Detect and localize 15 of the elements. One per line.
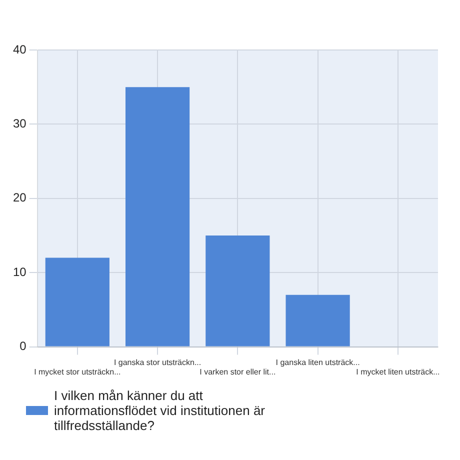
bar [286, 294, 350, 346]
y-tick-label: 20 [12, 190, 27, 205]
x-tick-label: I ganska stor utsträckn... [114, 358, 202, 367]
bar [125, 87, 190, 346]
bar [206, 236, 270, 346]
y-tick-label: 0 [20, 339, 27, 354]
x-tick-label: I mycket stor utsträckn... [34, 367, 121, 376]
legend-label: I vilken mån känner du att informationsflödet vid institutionen är tillfredsställande? [54, 388, 266, 433]
y-tick-label: 30 [12, 116, 27, 131]
y-tick-label: 40 [12, 42, 27, 56]
bar [45, 258, 110, 346]
x-tick-label: I ganska liten utsträck... [276, 358, 360, 367]
x-tick-label: I mycket liten utsträck... [356, 367, 440, 376]
y-tick-label: 10 [12, 264, 27, 279]
x-tick-label: I varken stor eller lit... [200, 367, 276, 376]
